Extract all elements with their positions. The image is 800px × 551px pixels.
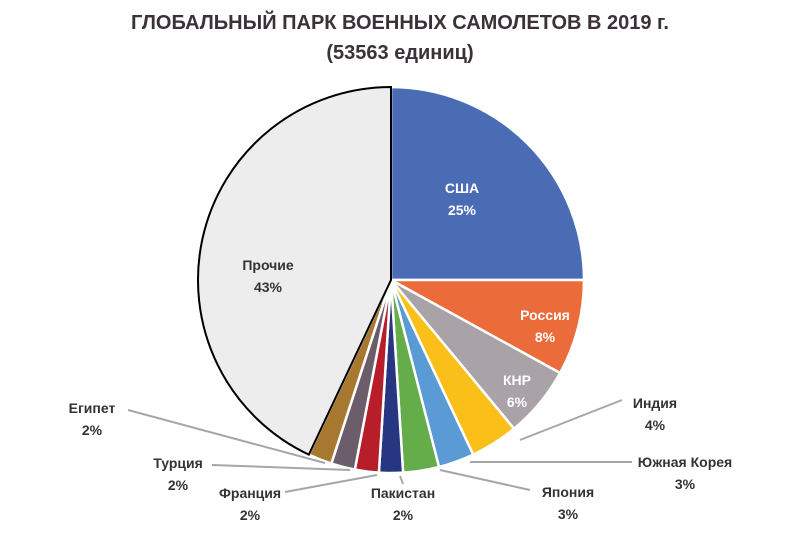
slice-label: Египет: [69, 400, 116, 416]
slice-value-label: 2%: [82, 422, 103, 438]
slice-value-label: 8%: [535, 329, 556, 345]
leader-line: [399, 475, 404, 485]
pie-slice: [197, 85, 392, 456]
slice-value-label: 3%: [558, 506, 579, 522]
slice-value-label: 2%: [168, 477, 189, 493]
leader-line: [519, 399, 623, 441]
slice-label: Южная Корея: [638, 454, 732, 470]
slice-value-label: 2%: [393, 507, 414, 523]
slice-value-label: 3%: [675, 476, 696, 492]
chart-subtitle: (53563 единиц): [326, 42, 474, 64]
pie-slice: [390, 278, 586, 375]
slice-label: Япония: [542, 484, 594, 500]
slice-value-label: 2%: [240, 507, 261, 523]
pie-slice: [389, 85, 586, 282]
leader-line: [211, 464, 351, 471]
slice-label: Россия: [520, 307, 570, 323]
slice-label: Пакистан: [371, 485, 435, 501]
slice-label: КНР: [503, 372, 531, 388]
leader-line: [127, 409, 326, 464]
leader-line: [284, 474, 378, 493]
slice-value-label: 25%: [448, 202, 477, 218]
slice-value-label: 6%: [507, 394, 528, 410]
slice-label: Франция: [219, 485, 281, 501]
slice-label: Индия: [633, 395, 677, 411]
slice-label: Прочие: [242, 257, 294, 273]
leader-line: [439, 469, 531, 491]
slice-value-label: 43%: [254, 279, 283, 295]
chart-title: ГЛОБАЛЬНЫЙ ПАРК ВОЕННЫХ САМОЛЕТОВ В 2019…: [131, 12, 669, 34]
slice-label: США: [445, 180, 479, 196]
slice-value-label: 4%: [645, 417, 666, 433]
slice-label: Турция: [153, 455, 203, 471]
